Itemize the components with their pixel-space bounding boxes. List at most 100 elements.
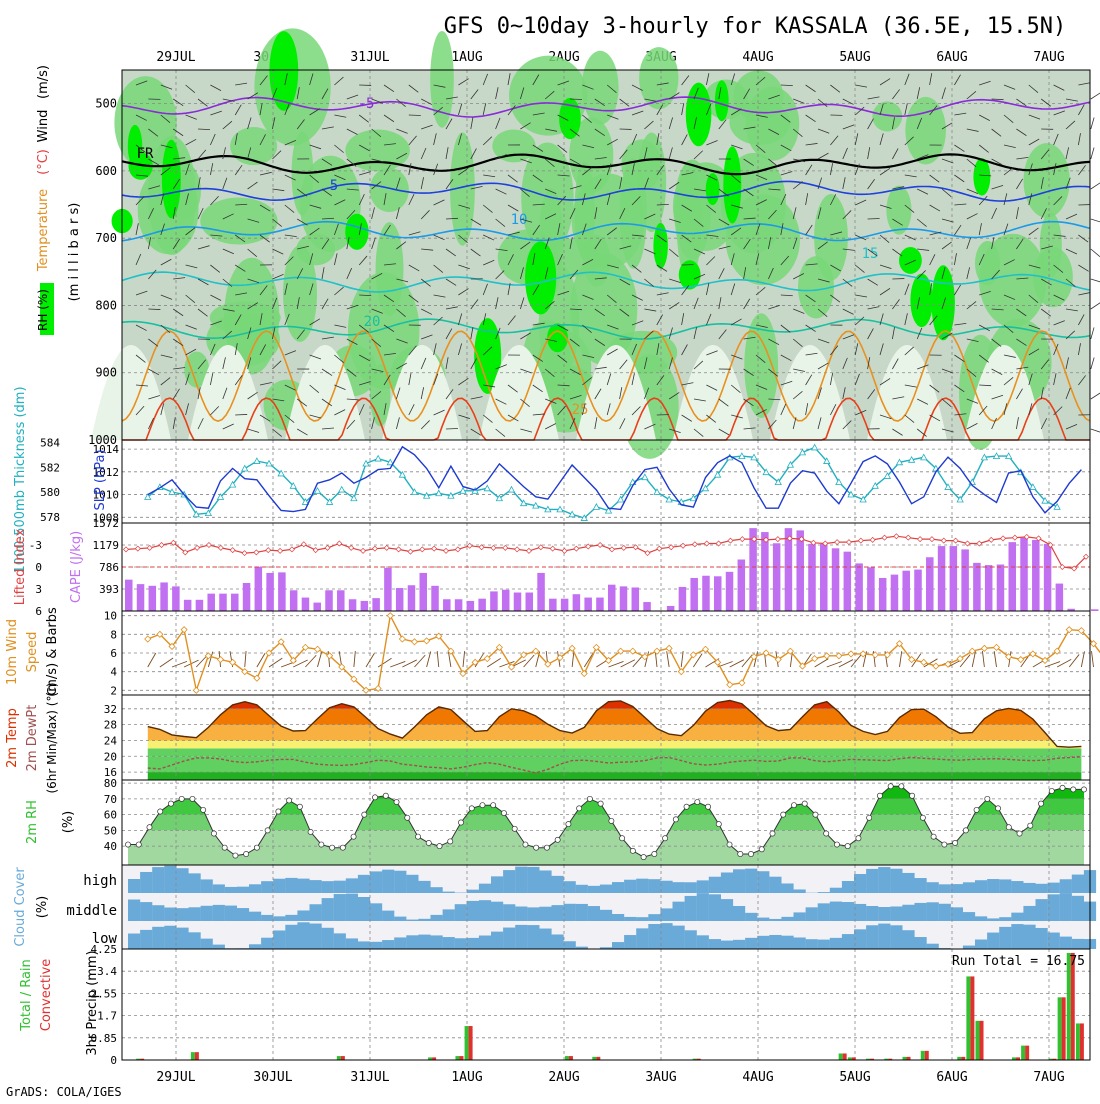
- li-point: [538, 545, 543, 550]
- cloud-cover-cell: [152, 867, 164, 893]
- wind-barb: [1091, 302, 1100, 309]
- cloud-cover-cell: [660, 908, 672, 921]
- cloud-cover-cell: [588, 886, 600, 893]
- cloud-cover-cell: [491, 876, 503, 893]
- cloud-cover-cell: [842, 881, 854, 893]
- rh2m-point: [942, 842, 947, 847]
- li-point: [645, 551, 650, 556]
- cloud-cover-cell: [1060, 937, 1072, 949]
- temp-band: [122, 709, 1090, 725]
- cloud-cover-cell: [418, 919, 430, 921]
- precip-total-bar: [1076, 1023, 1080, 1060]
- li-axis-label: Lifted Index: [13, 528, 28, 605]
- thickness-line: [148, 447, 1057, 518]
- li-point: [206, 543, 211, 548]
- cloud-cover-cell: [624, 880, 636, 893]
- cloud-cover-cell: [987, 918, 999, 921]
- rh-fill-group: [122, 780, 1090, 865]
- rh-moist-patch: [230, 127, 277, 165]
- cape-bar: [632, 587, 640, 611]
- precip-frame: [122, 949, 1090, 1060]
- rh-tick-label: 70: [104, 793, 117, 806]
- cloud-cover-cell: [1036, 928, 1048, 949]
- li-point: [242, 551, 247, 556]
- cloud-cover-cell: [310, 880, 322, 893]
- cloud-cover-cell: [346, 894, 358, 921]
- rh2m-point: [899, 784, 904, 789]
- cloud-cover-cell: [564, 881, 576, 893]
- cloud-cover-cell: [189, 932, 201, 949]
- wind10m-label: 10m Wind: [5, 619, 20, 685]
- wind-barb-10m: [839, 660, 853, 667]
- li-point: [550, 546, 555, 551]
- cloud-cover-cell: [261, 881, 273, 893]
- wind-barb-10m: [415, 655, 426, 667]
- rh-saturated-patch: [723, 146, 741, 223]
- wind-speed-point: [424, 638, 430, 644]
- cloud-cover-cell: [1048, 883, 1060, 893]
- cloud-cover-cell: [237, 887, 249, 893]
- wind-speed-point: [412, 639, 418, 645]
- cloud-cover-cell: [951, 907, 963, 921]
- cloud-cover-cell: [830, 938, 842, 949]
- cape-bar: [184, 600, 192, 611]
- cloud-cover-cell: [564, 904, 576, 921]
- precip-convective-bar: [843, 1053, 847, 1060]
- rh2m-point: [1081, 787, 1086, 792]
- cape-bar: [914, 570, 922, 611]
- rh2m-point: [985, 796, 990, 801]
- cloud-cover-cell: [249, 884, 261, 893]
- rh2m-point: [738, 851, 743, 856]
- cloud-cover-cell: [527, 925, 539, 949]
- li-point: [598, 543, 603, 548]
- wind-speed-label: Speed: [25, 632, 40, 673]
- rh2m-point: [308, 829, 313, 834]
- rh2m-point: [372, 795, 377, 800]
- rh2m-point: [705, 804, 710, 809]
- precip-total-bar: [1021, 1046, 1025, 1060]
- cape-bar: [243, 583, 251, 611]
- cloud-cover-cell: [890, 869, 902, 893]
- rh2m-point: [437, 844, 442, 849]
- li-point: [301, 542, 306, 547]
- rh2m-point: [179, 796, 184, 801]
- cloud-cover-cell: [225, 887, 237, 893]
- pressure-tick-label: 700: [95, 231, 117, 245]
- rh2m-point: [297, 804, 302, 809]
- precip-total-bar: [839, 1053, 843, 1060]
- temp-tick-label: 24: [104, 734, 118, 747]
- wind-speed-point: [1066, 627, 1072, 633]
- rh2m-point: [276, 809, 281, 814]
- cloud-cover-cell: [999, 917, 1011, 921]
- cape-bar: [172, 586, 180, 611]
- cloud-cover-cell: [866, 906, 878, 921]
- li-point: [361, 548, 366, 553]
- cloud-cover-cell: [431, 935, 443, 949]
- li-point: [574, 546, 579, 551]
- cloud-cover-cell: [273, 916, 285, 921]
- wind-barb-10m: [851, 655, 861, 667]
- cloud-cover-cell: [842, 902, 854, 921]
- li-point: [882, 535, 887, 540]
- li-point: [562, 548, 567, 553]
- cloud-cover-cell: [588, 906, 600, 921]
- cloud-cover-cell: [189, 907, 201, 921]
- thickness-point: [642, 474, 648, 480]
- cape-bar: [514, 593, 522, 611]
- date-label-top: 4AUG: [742, 50, 773, 65]
- li-point: [420, 547, 425, 552]
- rh2m-point: [190, 796, 195, 801]
- wind-barb: [148, 309, 160, 310]
- cloud-cover-cell: [600, 910, 612, 921]
- temp-band: [122, 748, 1090, 756]
- credit-label: GrADS: COLA/IGES: [6, 1085, 122, 1099]
- date-label-bottom: 4AUG: [742, 1070, 773, 1085]
- cloud-cover-cell: [576, 904, 588, 921]
- cape-bar: [467, 601, 475, 611]
- wind-barb-10m: [402, 660, 416, 667]
- cape-bar: [785, 528, 793, 611]
- rh2m-point: [265, 828, 270, 833]
- cape-bar: [361, 601, 369, 611]
- li-point: [408, 549, 413, 554]
- wind-barb: [1091, 279, 1100, 283]
